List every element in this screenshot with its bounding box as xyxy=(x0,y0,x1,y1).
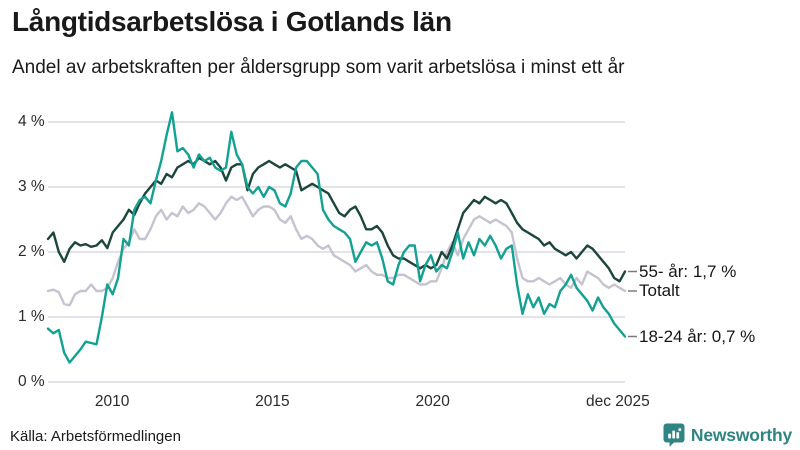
series-line-18-24-ar xyxy=(46,111,627,364)
y-axis-tick-4: 4 % xyxy=(18,113,45,130)
x-axis-tick-1: 2015 xyxy=(255,393,290,410)
series-line-55-ar xyxy=(46,156,627,283)
series-label-55-ar: 55- år: 1,7 % xyxy=(639,261,737,281)
source-note: Källa: Arbetsförmedlingen xyxy=(10,428,181,445)
chart-subtitle: Andel av arbetskraften per åldersgrupp s… xyxy=(12,57,625,78)
series-label-totalt: Totalt xyxy=(639,281,680,300)
newsworthy-logo-icon xyxy=(663,423,685,447)
series-line-totalt xyxy=(46,195,627,307)
y-axis-tick-1: 1 % xyxy=(18,308,45,325)
y-axis-tick-2: 2 % xyxy=(18,243,45,260)
y-axis-tick-0: 0 % xyxy=(18,373,45,390)
x-axis-tick-3: dec 2025 xyxy=(586,393,650,410)
x-axis-tick-2: 2020 xyxy=(415,393,450,410)
x-axis-tick-0: 2010 xyxy=(94,393,130,410)
chart-title: Långtidsarbetslösa i Gotlands län xyxy=(12,6,452,37)
series-label-18-24-ar: 18-24 år: 0,7 % xyxy=(639,326,756,346)
newsworthy-brand: Newsworthy xyxy=(663,423,792,447)
newsworthy-brand-text: Newsworthy xyxy=(690,424,792,445)
y-axis-tick-3: 3 % xyxy=(18,178,45,195)
